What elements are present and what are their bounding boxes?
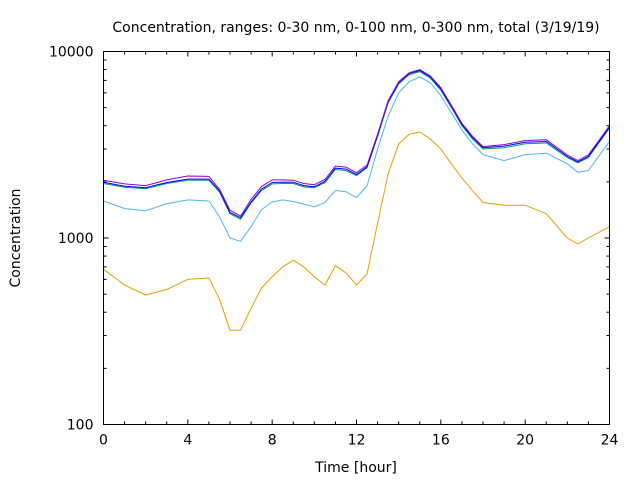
x-tick-label: 24 bbox=[601, 433, 619, 449]
y-tick-label: 10000 bbox=[49, 45, 94, 61]
x-tick-label: 12 bbox=[348, 433, 366, 449]
x-tick-label: 16 bbox=[432, 433, 450, 449]
y-tick-label: 1000 bbox=[58, 231, 94, 247]
y-axis-label: Concentration bbox=[8, 188, 24, 287]
series-line-1 bbox=[103, 131, 610, 331]
x-tick-label: 0 bbox=[99, 433, 108, 449]
series-layer bbox=[103, 69, 610, 331]
series-line-3 bbox=[103, 71, 610, 220]
series-line-4 bbox=[103, 70, 610, 219]
tick-layer: 0 4 8 12 16 20 24 100 1000 10000 bbox=[49, 45, 619, 449]
plot-frame bbox=[103, 51, 610, 425]
x-tick-label: 8 bbox=[268, 433, 277, 449]
x-tick-label: 20 bbox=[516, 433, 534, 449]
series-line-2 bbox=[103, 76, 610, 242]
chart-title: Concentration, ranges: 0-30 nm, 0-100 nm… bbox=[112, 20, 599, 36]
x-axis-label: Time [hour] bbox=[314, 460, 397, 476]
series-line-5 bbox=[103, 69, 610, 217]
x-tick-label: 4 bbox=[183, 433, 192, 449]
y-tick-label: 100 bbox=[67, 418, 94, 434]
